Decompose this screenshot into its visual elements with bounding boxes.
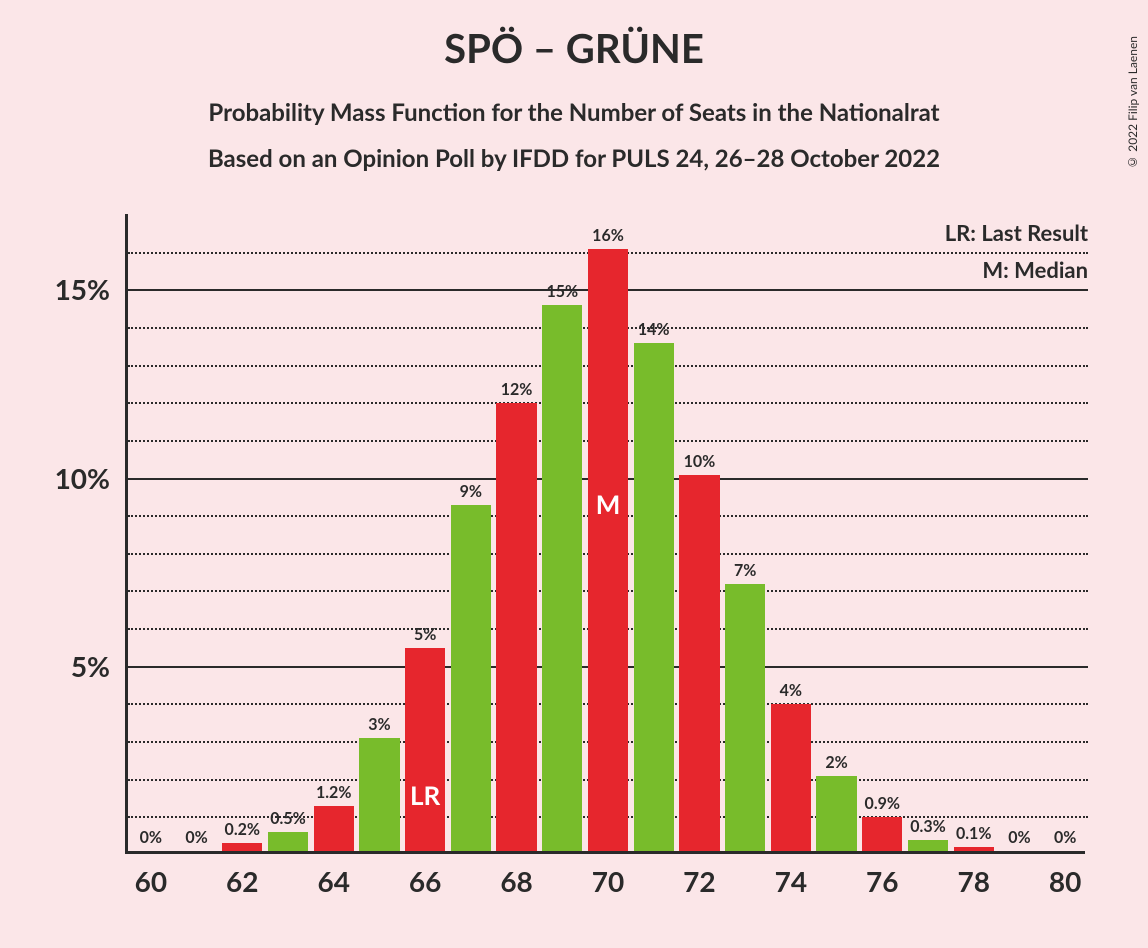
y-axis-label: 15%	[55, 272, 110, 306]
bar-value-label: 10%	[684, 452, 716, 471]
plot-area: 5%10%15%60626466687072747678800%0%0.2%0.…	[125, 214, 1085, 854]
x-axis-label: 66	[409, 864, 441, 898]
x-axis-label: 64	[317, 864, 349, 898]
bar	[496, 403, 536, 851]
x-axis-label: 62	[226, 864, 258, 898]
bar-value-label: 7%	[734, 561, 756, 580]
bar	[771, 704, 811, 851]
bar	[588, 249, 628, 851]
bar	[816, 776, 856, 851]
bar	[451, 505, 491, 851]
x-axis-label: 68	[500, 864, 532, 898]
bar-value-label: 12%	[501, 380, 533, 399]
bar-value-label: 14%	[638, 320, 670, 339]
bar-value-label: 3%	[368, 715, 390, 734]
bar-value-label: 0%	[1008, 828, 1030, 847]
y-axis-label: 10%	[55, 461, 110, 495]
bar	[862, 817, 902, 851]
marker-last-result: LR	[410, 779, 440, 811]
bar-value-label: 0%	[140, 828, 162, 847]
bar-value-label: 4%	[780, 681, 802, 700]
y-axis-label: 5%	[71, 649, 110, 683]
bar-value-label: 16%	[592, 226, 624, 245]
bar	[634, 343, 674, 851]
bar-value-label: 0.3%	[910, 817, 945, 836]
bar	[405, 648, 445, 851]
x-axis-label: 60	[135, 864, 167, 898]
x-axis-label: 70	[592, 864, 624, 898]
x-axis-label: 78	[957, 864, 989, 898]
bar-value-label: 15%	[546, 282, 578, 301]
copyright-text: © 2022 Filip van Laenen	[1125, 36, 1140, 170]
marker-median: M	[596, 488, 621, 520]
subtitle-line-1: Probability Mass Function for the Number…	[208, 98, 939, 127]
bar-value-label: 0.2%	[225, 820, 260, 839]
bar-value-label: 0%	[185, 828, 207, 847]
bar-value-label: 0%	[1054, 828, 1076, 847]
bar-value-label: 5%	[414, 625, 436, 644]
bar-value-label: 0.5%	[270, 809, 305, 828]
subtitle-line-2: Based on an Opinion Poll by IFDD for PUL…	[208, 144, 940, 173]
bar	[954, 847, 994, 851]
bar-value-label: 9%	[460, 482, 482, 501]
bar-value-label: 2%	[825, 753, 847, 772]
bar	[314, 806, 354, 851]
bar	[542, 305, 582, 851]
bar	[268, 832, 308, 851]
bar	[908, 840, 948, 851]
x-axis-label: 80	[1049, 864, 1081, 898]
bar	[359, 738, 399, 851]
x-axis-label: 76	[866, 864, 898, 898]
bar-value-label: 0.1%	[956, 824, 991, 843]
bar-value-label: 0.9%	[865, 794, 900, 813]
chart-title: SPÖ – GRÜNE	[0, 24, 1148, 72]
bar	[679, 475, 719, 851]
chart-subtitle: Probability Mass Function for the Number…	[0, 90, 1148, 181]
x-axis-label: 74	[775, 864, 807, 898]
pmf-bar-chart: 5%10%15%60626466687072747678800%0%0.2%0.…	[125, 214, 1085, 854]
bar	[725, 584, 765, 851]
x-axis-label: 72	[683, 864, 715, 898]
bar-value-label: 1.2%	[316, 783, 351, 802]
bar	[222, 843, 262, 851]
